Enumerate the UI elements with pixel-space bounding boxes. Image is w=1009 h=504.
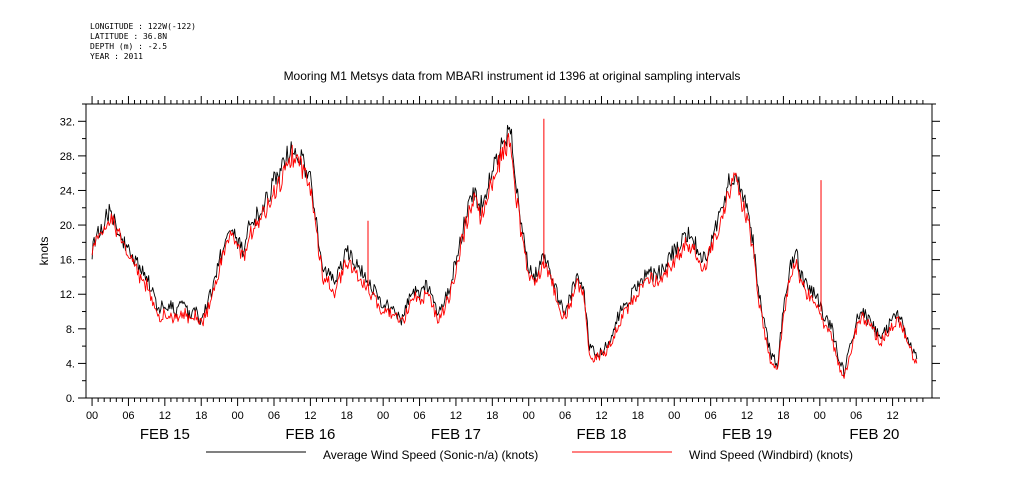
y-tick-label: 0. <box>66 393 75 405</box>
x-tick-label: 00 <box>668 410 680 422</box>
x-tick-label: 06 <box>268 410 280 422</box>
x-tick-label: 06 <box>705 410 717 422</box>
y-tick-label: 4. <box>66 358 75 370</box>
x-tick-label: 18 <box>195 410 207 422</box>
x-tick-label: 18 <box>777 410 789 422</box>
x-tick-label: 12 <box>741 410 753 422</box>
x-tick-label: 18 <box>341 410 353 422</box>
x-day-label: FEB 17 <box>431 426 481 443</box>
y-tick-label: 12. <box>60 289 75 301</box>
year-text: YEAR : 2011 <box>90 52 143 61</box>
y-tick-label: 32. <box>60 116 75 128</box>
latitude-text: LATITUDE : 36.8N <box>90 32 168 41</box>
x-day-label: FEB 19 <box>722 426 772 443</box>
axis-labels: 00 06 12 18 00 06 12 18 00 06 12 18 00 06 12 18 00 06 12 18… <box>60 116 900 443</box>
x-tick-label: 06 <box>559 410 571 422</box>
series-line-sonic <box>91 124 918 378</box>
x-tick-label: 12 <box>886 410 898 422</box>
legend: Average Wind Speed (Sonic-n/a) (knots) W… <box>206 448 853 462</box>
chart-title: Mooring M1 Metsys data from MBARI instru… <box>284 69 741 83</box>
depth-text: DEPTH (m) : -2.5 <box>90 42 168 51</box>
y-tick-label: 28. <box>60 151 75 163</box>
x-day-label: FEB 16 <box>285 426 335 443</box>
x-tick-label: 00 <box>814 410 826 422</box>
x-tick-label: 18 <box>486 410 498 422</box>
x-tick-label: 00 <box>231 410 243 422</box>
x-tick-label: 12 <box>159 410 171 422</box>
x-tick-label: 00 <box>523 410 535 422</box>
metadata-block: LONGITUDE : 122W(-122) LATITUDE : 36.8N … <box>90 22 196 62</box>
series-line-windbird <box>91 133 918 379</box>
longitude-text: LONGITUDE : 122W(-122) <box>90 22 196 31</box>
axis-ticks <box>78 96 940 406</box>
x-tick-label: 18 <box>632 410 644 422</box>
x-day-label: FEB 18 <box>576 426 626 443</box>
y-tick-label: 16. <box>60 255 75 267</box>
legend-label-sonic: Average Wind Speed (Sonic-n/a) (knots) <box>323 448 538 462</box>
x-tick-label: 06 <box>413 410 425 422</box>
x-tick-label: 12 <box>304 410 316 422</box>
x-tick-label: 00 <box>377 410 389 422</box>
x-tick-label: 06 <box>122 410 134 422</box>
x-tick-label: 12 <box>595 410 607 422</box>
x-tick-label: 12 <box>450 410 462 422</box>
y-tick-label: 24. <box>60 185 75 197</box>
y-tick-label: 20. <box>60 220 75 232</box>
y-tick-label: 8. <box>66 324 75 336</box>
x-tick-label: 00 <box>86 410 98 422</box>
series-layer <box>91 118 918 379</box>
plot-frame <box>85 103 933 399</box>
legend-label-windbird: Wind Speed (Windbird) (knots) <box>689 448 853 462</box>
y-axis-label: knots <box>37 237 51 266</box>
x-day-label: FEB 20 <box>849 426 899 443</box>
x-day-label: FEB 15 <box>140 426 190 443</box>
x-tick-label: 06 <box>850 410 862 422</box>
